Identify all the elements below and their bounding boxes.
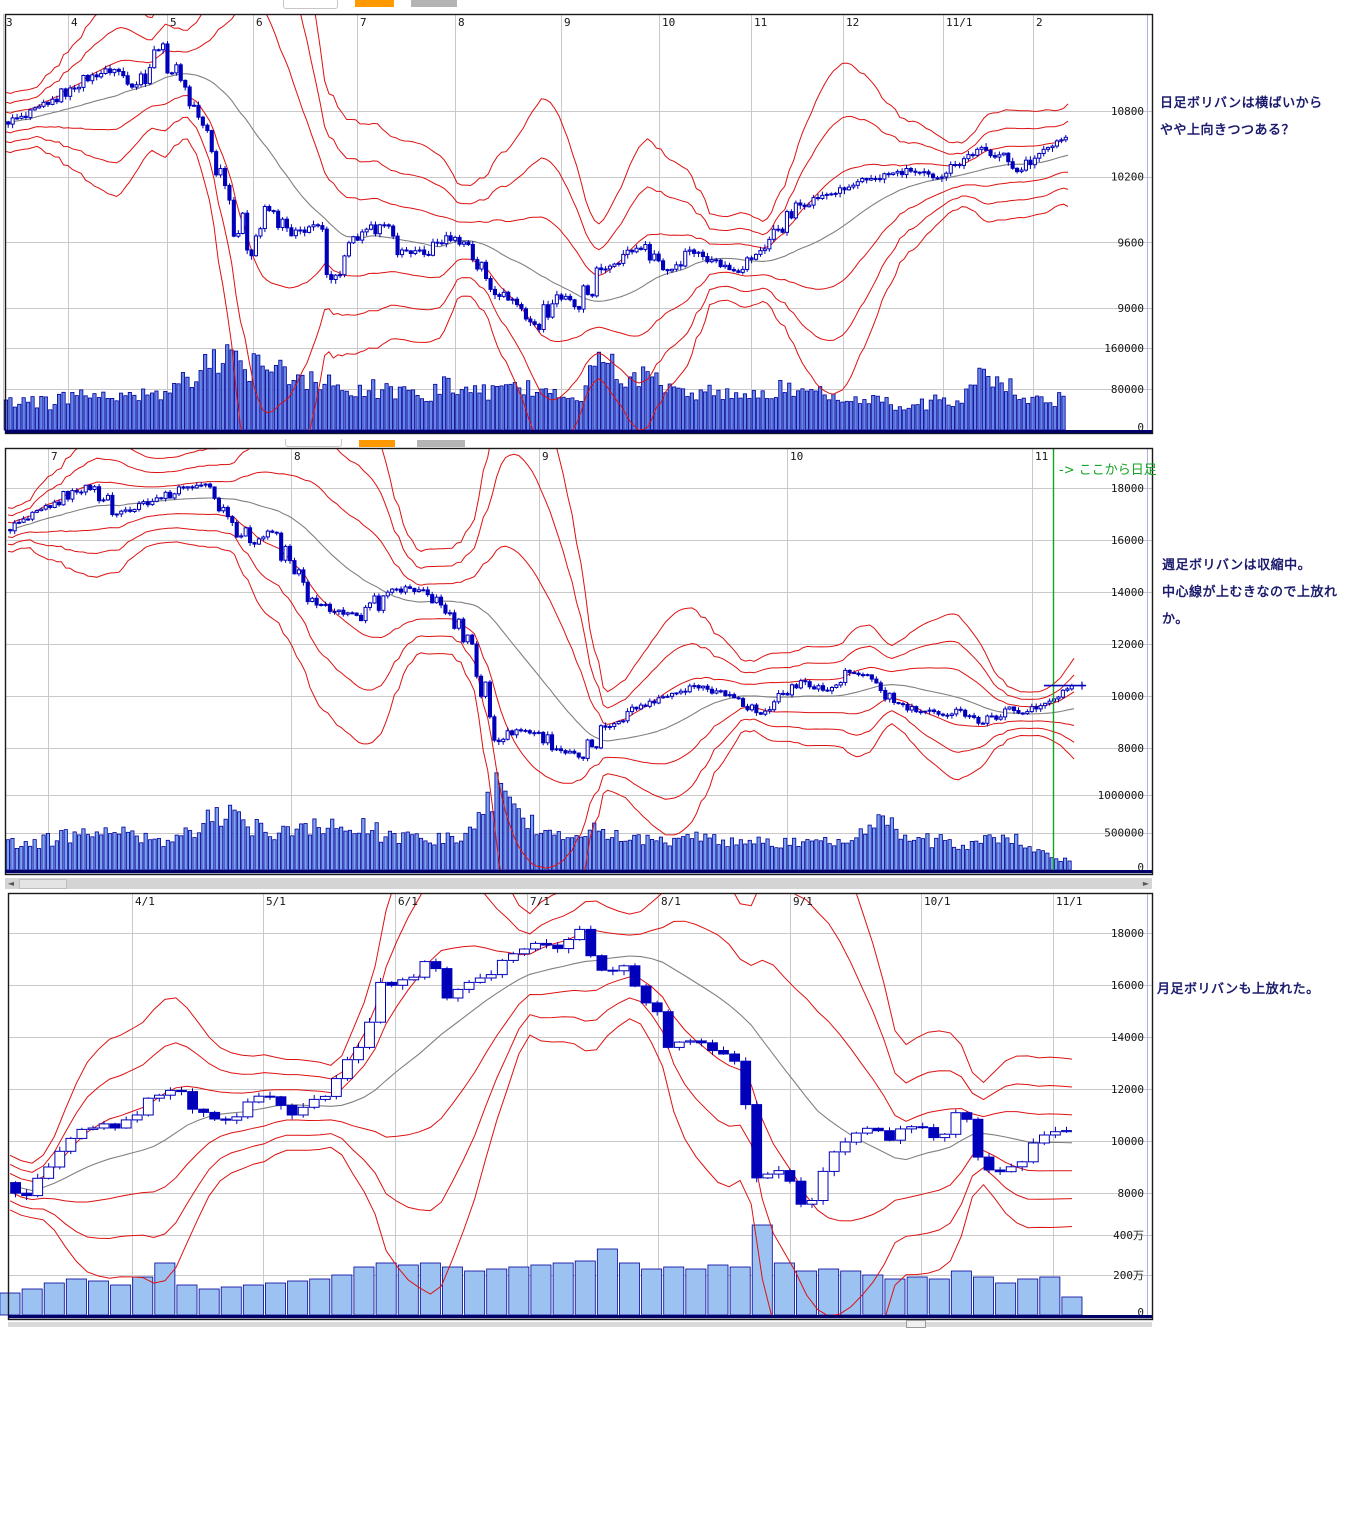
- svg-text:14000: 14000: [1111, 586, 1144, 599]
- svg-text:8000: 8000: [1118, 1187, 1145, 1200]
- weekly-horizontal-scrollbar[interactable]: ◄ ►: [5, 878, 1152, 889]
- monthly-chart: 4/1 5/1 6/1 7/1 8/1 9/1 10/1 11/1 18000 16000 1400…: [0, 892, 1154, 1321]
- svg-text:8: 8: [458, 16, 465, 29]
- volume-bars-daily: [3, 344, 1066, 431]
- weekly-annotation-line3: か。: [1162, 612, 1189, 627]
- volume-bars-weekly: [5, 772, 1072, 871]
- chart-frame-monthly: [7, 892, 1154, 1321]
- axis-labels-weekly: 7 8 9 10 11 18000 16000 14000 12000 10000 8000 1000…: [51, 450, 1144, 874]
- volume-baseline-daily: [5, 430, 1152, 434]
- svg-text:9600: 9600: [1118, 236, 1145, 249]
- svg-text:4: 4: [71, 16, 78, 29]
- weekly-annotation-line1: 週足ボリバンは収縮中。: [1162, 558, 1312, 573]
- weekly-marker-text: -> ここから日足: [1059, 463, 1157, 478]
- svg-text:9000: 9000: [1118, 302, 1145, 315]
- candles-daily: [6, 41, 1068, 333]
- svg-text:1000000: 1000000: [1098, 789, 1144, 802]
- svg-text:11: 11: [754, 16, 767, 29]
- svg-text:400万: 400万: [1113, 1229, 1144, 1242]
- bollinger-bands-monthly: [9, 894, 1073, 1315]
- svg-text:0: 0: [1137, 861, 1144, 874]
- toolbar2-orange-button-fragment[interactable]: [359, 440, 395, 447]
- svg-text:3: 3: [6, 16, 13, 29]
- svg-text:200万: 200万: [1113, 1269, 1144, 1282]
- weekly-marker-label: -> ここから日足: [1059, 459, 1157, 478]
- volume-baseline-monthly: [8, 1315, 1152, 1319]
- daily-chart: 3 4 5 6 7 8 9 10 11 12 11/1 2 10800 10200 9600 9000 1600…: [3, 13, 1154, 435]
- svg-text:9: 9: [564, 16, 571, 29]
- svg-text:4/1: 4/1: [135, 895, 155, 908]
- svg-text:10200: 10200: [1111, 171, 1144, 184]
- svg-text:9: 9: [542, 450, 549, 463]
- svg-text:11: 11: [1035, 450, 1048, 463]
- toolbar2-gray-button-fragment[interactable]: [417, 440, 465, 447]
- svg-text:10000: 10000: [1111, 690, 1144, 703]
- svg-text:18000: 18000: [1111, 482, 1144, 495]
- svg-text:80000: 80000: [1111, 383, 1144, 396]
- svg-text:0: 0: [1137, 421, 1144, 434]
- scrollbar-thumb[interactable]: [19, 879, 67, 889]
- svg-text:6/1: 6/1: [398, 895, 418, 908]
- svg-text:18000: 18000: [1111, 927, 1144, 940]
- volume-baseline-weekly: [5, 870, 1152, 874]
- bollinger-bands-weekly: [7, 449, 1075, 870]
- svg-text:10: 10: [790, 450, 803, 463]
- svg-text:7: 7: [360, 16, 367, 29]
- svg-text:16000: 16000: [1111, 534, 1144, 547]
- volume-bars-monthly: [0, 1224, 1083, 1316]
- grid-daily: [3, 14, 1152, 430]
- monthly-annotation: 月足ボリバンも上放れた。: [1157, 976, 1320, 1003]
- svg-text:7/1: 7/1: [530, 895, 550, 908]
- daily-annotation-line2: やや上向きつつある？: [1160, 123, 1296, 138]
- svg-text:6: 6: [256, 16, 263, 29]
- svg-text:5/1: 5/1: [266, 895, 286, 908]
- svg-text:2: 2: [1036, 16, 1043, 29]
- daily-annotation: 日足ボリバンは横ばいから やや上向きつつある？: [1160, 90, 1323, 144]
- svg-text:0: 0: [1137, 1306, 1144, 1319]
- toolbar-white-button-fragment[interactable]: [283, 0, 338, 9]
- svg-text:11/1: 11/1: [946, 16, 973, 29]
- svg-text:10000: 10000: [1111, 1135, 1144, 1148]
- weekly-chart: 7 8 9 10 11 18000 16000 14000 12000 10000 8000 1000…: [4, 447, 1154, 876]
- daily-annotation-line1: 日足ボリバンは横ばいから: [1160, 96, 1323, 111]
- grid-monthly: [8, 893, 1152, 1315]
- svg-text:12000: 12000: [1111, 638, 1144, 651]
- svg-text:8000: 8000: [1118, 742, 1145, 755]
- monthly-bottom-scrollbar-fragment[interactable]: [8, 1320, 1152, 1328]
- svg-text:12000: 12000: [1111, 1083, 1144, 1096]
- svg-text:9/1: 9/1: [793, 895, 813, 908]
- chart-frame-weekly: [4, 447, 1154, 876]
- scrollbar-thumb-fragment[interactable]: [906, 1320, 926, 1328]
- svg-text:10800: 10800: [1111, 105, 1144, 118]
- svg-text:160000: 160000: [1104, 342, 1144, 355]
- svg-text:10/1: 10/1: [924, 895, 951, 908]
- svg-text:16000: 16000: [1111, 979, 1144, 992]
- weekly-annotation-line2: 中心線が上むきなので上放れ: [1162, 585, 1338, 600]
- weekly-annotation: 週足ボリバンは収縮中。 中心線が上むきなので上放れ か。: [1162, 552, 1338, 633]
- svg-text:5: 5: [170, 16, 177, 29]
- toolbar2-white-button-fragment[interactable]: [285, 439, 342, 447]
- scroll-left-arrow-icon[interactable]: ◄: [5, 878, 17, 889]
- toolbar-gray-button-fragment[interactable]: [411, 0, 457, 7]
- axis-labels-daily: 3 4 5 6 7 8 9 10 11 12 11/1 2 10800 10200 9600 9000 1600…: [6, 16, 1144, 434]
- scroll-right-arrow-icon[interactable]: ►: [1140, 878, 1152, 889]
- chart-frame-daily: [4, 13, 1154, 435]
- svg-text:14000: 14000: [1111, 1031, 1144, 1044]
- toolbar-orange-button-fragment[interactable]: [355, 0, 394, 7]
- svg-text:11/1: 11/1: [1056, 895, 1083, 908]
- monthly-annotation-line1: 月足ボリバンも上放れた。: [1157, 982, 1320, 997]
- svg-text:8/1: 8/1: [661, 895, 681, 908]
- svg-text:12: 12: [846, 16, 859, 29]
- svg-text:7: 7: [51, 450, 58, 463]
- bollinger-bands-daily: [6, 15, 1069, 430]
- candles-weekly: [8, 482, 1074, 762]
- axis-labels-monthly: 4/1 5/1 6/1 7/1 8/1 9/1 10/1 11/1 18000 16000 1400…: [135, 895, 1144, 1319]
- svg-text:8: 8: [294, 450, 301, 463]
- svg-text:10: 10: [662, 16, 675, 29]
- grid-weekly: [5, 448, 1152, 870]
- svg-text:500000: 500000: [1104, 827, 1144, 840]
- candles-monthly: [10, 925, 1072, 1208]
